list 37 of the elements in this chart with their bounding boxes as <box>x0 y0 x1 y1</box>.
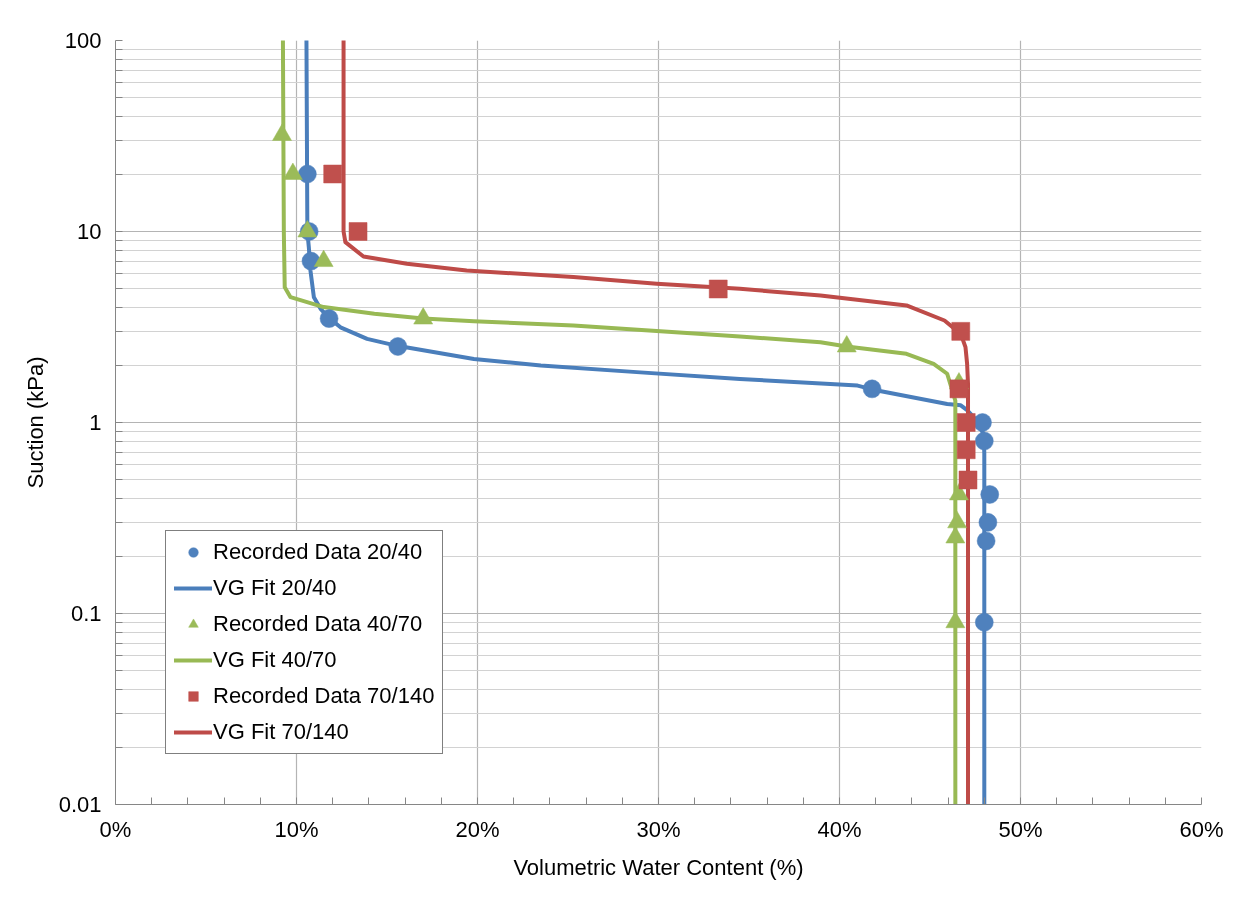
y-axis-title: Suction (kPa) <box>22 356 48 489</box>
point <box>951 322 971 341</box>
point <box>976 531 996 551</box>
point <box>980 485 999 504</box>
point <box>975 613 994 632</box>
x-tick-label: 60% <box>1179 816 1224 842</box>
legend-label: VG Fit 40/70 <box>213 647 337 673</box>
point <box>975 431 994 451</box>
point <box>956 413 976 432</box>
y-tick-label: 0.1 <box>70 601 102 626</box>
x-tick-label: 40% <box>817 816 862 842</box>
point <box>958 470 978 490</box>
x-tick-label: 20% <box>455 816 500 842</box>
point <box>862 379 882 399</box>
point <box>978 513 998 532</box>
legend-label: Recorded Data 40/70 <box>213 611 423 637</box>
point <box>708 279 728 299</box>
point <box>319 309 339 328</box>
y-tick-label: 100 <box>64 28 102 53</box>
legend-label: VG Fit 70/140 <box>213 719 349 745</box>
point <box>348 222 368 241</box>
legend-label: VG Fit 20/40 <box>213 575 337 601</box>
point <box>388 337 408 356</box>
legend-label: Recorded Data 20/40 <box>213 539 423 565</box>
x-tick-label: 10% <box>274 816 319 842</box>
point <box>956 440 976 459</box>
y-tick-label: 0.01 <box>58 792 102 817</box>
x-tick-label: 30% <box>636 816 681 842</box>
x-tick-label: 0% <box>99 816 132 842</box>
y-tick-label: 10 <box>77 219 102 244</box>
legend-label: Recorded Data 70/140 <box>213 683 435 709</box>
x-axis-title: Volumetric Water Content (%) <box>513 854 804 880</box>
point <box>949 379 969 399</box>
y-tick-label: 1 <box>89 410 102 435</box>
point <box>323 164 342 184</box>
x-tick-label: 50% <box>998 816 1043 842</box>
point <box>298 164 317 184</box>
